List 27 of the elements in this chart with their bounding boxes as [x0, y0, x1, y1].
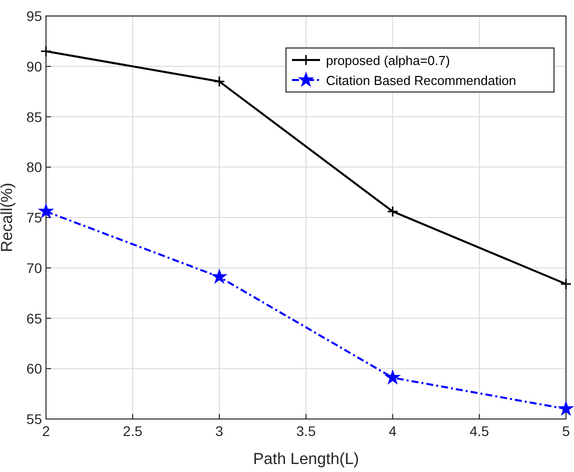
point [214, 76, 226, 88]
point [40, 46, 52, 58]
point [560, 278, 572, 290]
point [386, 370, 400, 384]
x-tick-label: 4 [388, 423, 397, 439]
point [212, 269, 226, 284]
y-tick-label: 65 [26, 310, 42, 326]
x-tick-label: 5 [562, 423, 570, 439]
y-tick-label: 95 [26, 8, 42, 24]
x-tick-label: 4.5 [470, 423, 490, 439]
x-axis-title: Path Length(L) [253, 451, 359, 468]
y-tick-label: 75 [26, 210, 42, 226]
point [558, 401, 574, 416]
y-tick-label: 80 [26, 159, 42, 176]
y-tick-label: 70 [26, 260, 42, 276]
y-tick-label: 60 [26, 360, 42, 377]
y-tick-label: 85 [26, 108, 42, 125]
x-tick-label: 3.5 [296, 423, 316, 439]
point [386, 206, 398, 218]
legend-label: proposed (alpha=0.7) [326, 53, 450, 68]
legend-label: Citation Based Recommendation [326, 73, 516, 88]
x-tick-label: 3 [215, 423, 224, 439]
y-axis-title: Recall(%) [0, 182, 16, 252]
y-tick-label: 90 [26, 58, 42, 74]
y-tick-label: 55 [26, 411, 42, 427]
x-tick-label: 2.5 [122, 423, 143, 439]
x-tick-label: 2 [42, 423, 50, 439]
